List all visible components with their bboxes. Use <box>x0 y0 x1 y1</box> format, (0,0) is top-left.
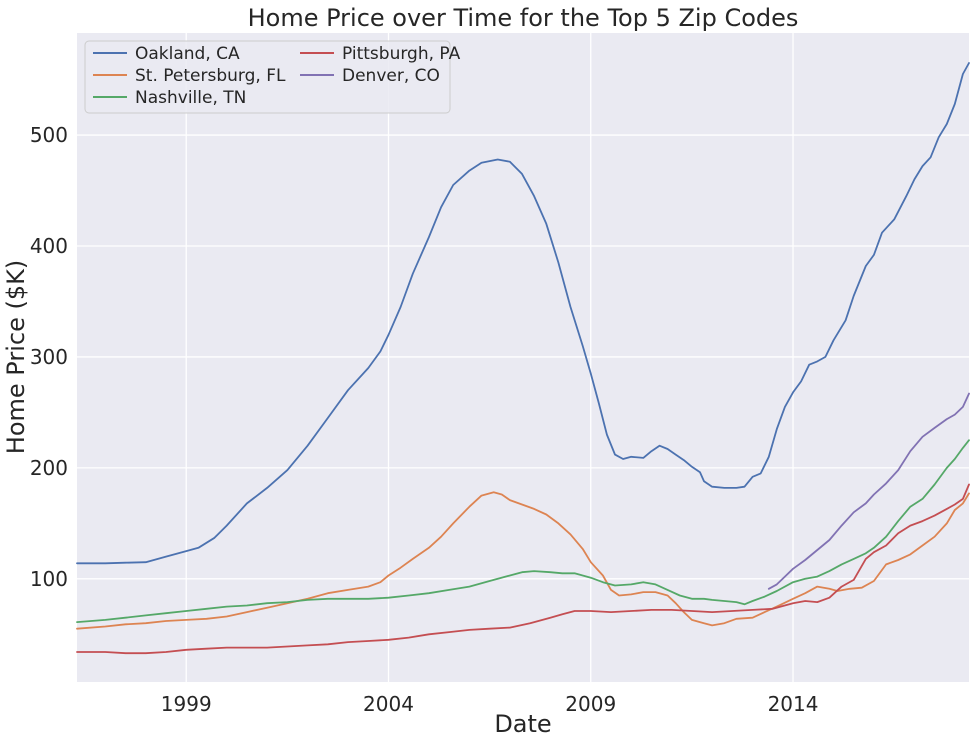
series-line-pittsburgh-pa <box>76 483 970 655</box>
grid <box>77 33 969 682</box>
legend-label-pittsburgh-pa: Pittsburgh, PA <box>342 44 461 64</box>
series-line-st-petersburg-fl <box>76 491 970 630</box>
legend-label-nashville-tn: Nashville, TN <box>135 88 246 108</box>
y-axis-title: Home Price ($K) <box>2 260 30 454</box>
y-tick-label: 400 <box>30 234 68 258</box>
y-tick-label: 100 <box>30 567 68 591</box>
x-tick-label: 2014 <box>768 692 819 716</box>
legend-box <box>84 40 451 114</box>
x-tick-labels: 1999 2004 2009 2014 <box>161 692 819 716</box>
x-tick-label: 2009 <box>565 692 616 716</box>
y-tick-label: 500 <box>30 123 68 147</box>
series-line-oakland-ca <box>76 62 970 565</box>
legend-label-denver-co: Denver, CO <box>342 66 440 86</box>
y-tick-label: 200 <box>30 456 68 480</box>
x-tick-label: 2004 <box>363 692 414 716</box>
y-tick-label: 300 <box>30 345 68 369</box>
y-tick-labels: 100 200 300 400 500 <box>30 123 68 591</box>
series-line-denver-co <box>767 392 970 590</box>
series-group <box>76 62 970 655</box>
legend-label-oakland-ca: Oakland, CA <box>135 44 240 64</box>
chart-title: Home Price over Time for the Top 5 Zip C… <box>248 4 799 32</box>
legend-label-st-petersburg-fl: St. Petersburg, FL <box>135 66 286 86</box>
series-line-nashville-tn <box>76 439 970 623</box>
x-axis-title: Date <box>494 710 551 738</box>
x-tick-label: 1999 <box>161 692 212 716</box>
